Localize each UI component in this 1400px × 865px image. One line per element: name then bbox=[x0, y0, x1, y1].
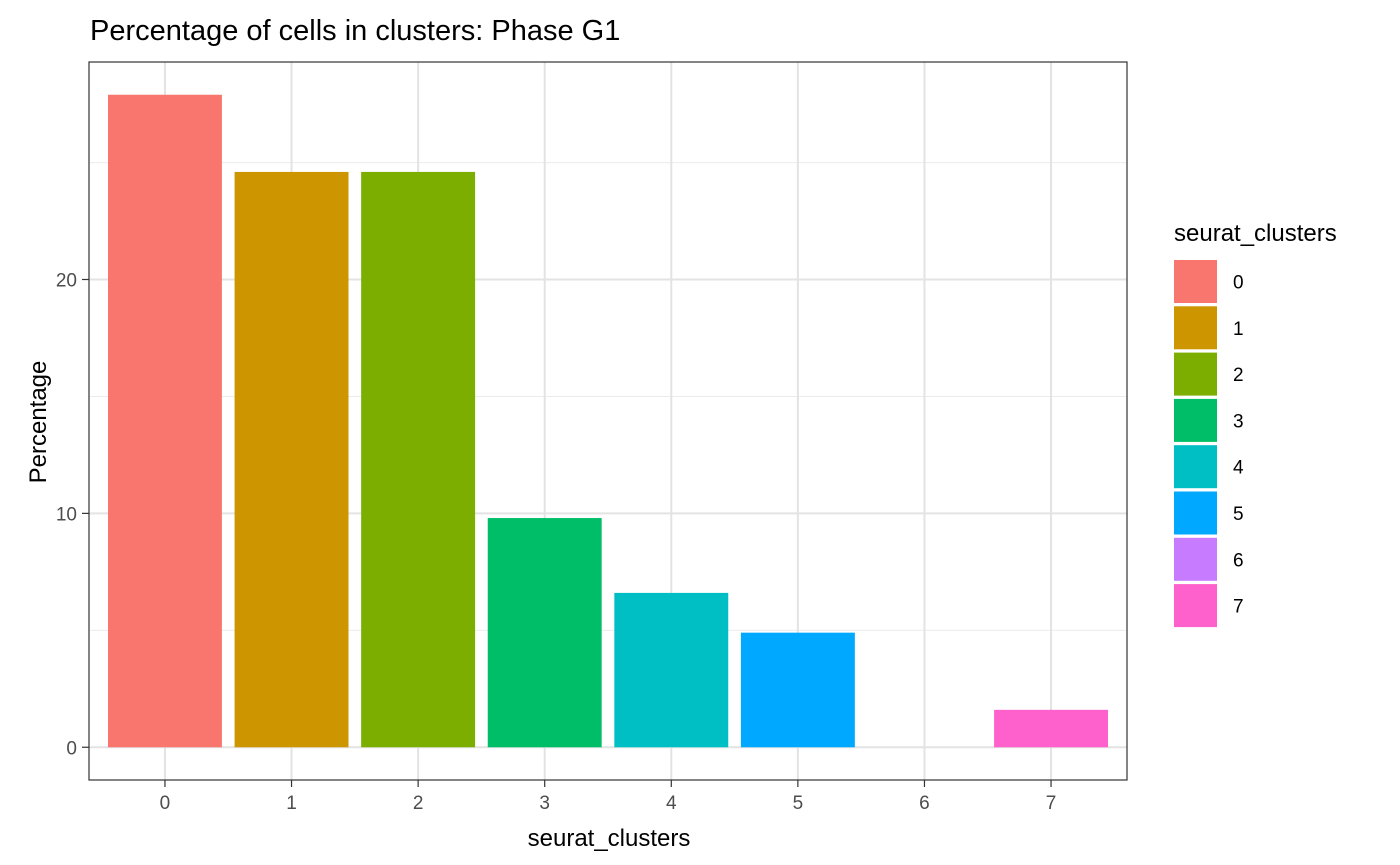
legend-key-7 bbox=[1174, 584, 1217, 628]
legend-key-6 bbox=[1174, 537, 1217, 581]
legend-key-2 bbox=[1174, 352, 1217, 396]
legend-key-0 bbox=[1174, 260, 1217, 303]
y-tick-label: 10 bbox=[56, 504, 77, 525]
legend-label: 0 bbox=[1233, 273, 1244, 294]
bar-cluster-2 bbox=[361, 171, 476, 748]
legend-label: 4 bbox=[1233, 458, 1244, 479]
x-tick-label: 0 bbox=[160, 793, 171, 814]
legend-label: 2 bbox=[1233, 365, 1244, 386]
bar-cluster-7 bbox=[994, 709, 1109, 748]
plot-area: 0 10 20 0 1 2 3 4 5 6 7 bbox=[56, 61, 1128, 814]
chart-title: Percentage of cells in clusters: Phase G… bbox=[90, 15, 620, 47]
legend-label: 1 bbox=[1233, 319, 1244, 340]
legend: seurat_clusters 0 1 2 3 4 5 6 7 bbox=[1174, 220, 1337, 628]
x-tick-label: 6 bbox=[919, 793, 930, 814]
x-tick-label: 2 bbox=[413, 793, 424, 814]
bar-cluster-3 bbox=[487, 518, 602, 748]
bar-cluster-0 bbox=[107, 94, 222, 748]
bar-cluster-1 bbox=[234, 171, 349, 748]
x-tick-label: 3 bbox=[539, 793, 550, 814]
x-tick-label: 4 bbox=[666, 793, 677, 814]
legend-label: 5 bbox=[1233, 504, 1244, 525]
legend-key-1 bbox=[1174, 306, 1217, 350]
x-tick-label: 5 bbox=[793, 793, 804, 814]
legend-key-3 bbox=[1174, 398, 1217, 442]
x-tick-label: 7 bbox=[1046, 793, 1057, 814]
x-tick-label: 1 bbox=[286, 793, 297, 814]
bar-cluster-5 bbox=[740, 632, 855, 748]
y-tick-label: 20 bbox=[56, 271, 77, 292]
bar-cluster-4 bbox=[614, 592, 729, 748]
panel-border bbox=[88, 61, 1128, 781]
x-axis-title: seurat_clusters bbox=[528, 825, 691, 852]
legend-key-4 bbox=[1174, 445, 1217, 489]
legend-label: 6 bbox=[1233, 550, 1244, 571]
legend-label: 3 bbox=[1233, 411, 1244, 432]
legend-label: 7 bbox=[1233, 597, 1244, 618]
y-tick-label: 0 bbox=[66, 738, 77, 759]
legend-title: seurat_clusters bbox=[1174, 220, 1337, 247]
legend-key-5 bbox=[1174, 491, 1217, 535]
y-axis-title: Percentage bbox=[25, 361, 52, 484]
